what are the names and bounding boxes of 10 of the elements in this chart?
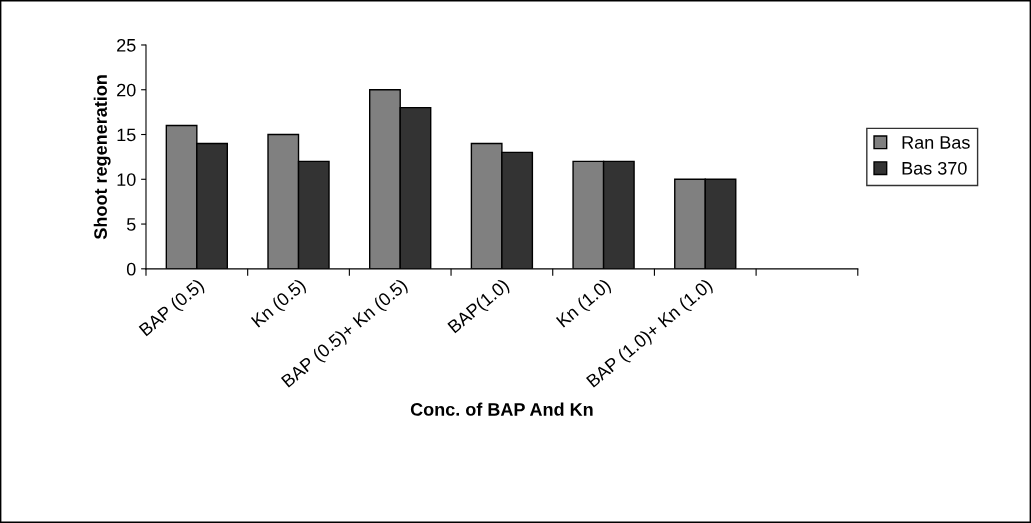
legend-label: Ran Bas <box>902 136 970 149</box>
y-tick-label: 0 <box>126 262 136 276</box>
y-tick-label: 20 <box>117 83 136 97</box>
y-tick-label: 10 <box>117 173 136 186</box>
y-tick-label: 15 <box>117 128 136 142</box>
x-axis-title: Conc. of BAP And Kn <box>410 402 593 416</box>
legend-label: Bas 370 <box>902 161 967 175</box>
y-tick-label: 25 <box>117 38 136 52</box>
y-axis-title: Shoot regeneration <box>93 75 111 240</box>
y-tick-label: 5 <box>126 218 136 231</box>
